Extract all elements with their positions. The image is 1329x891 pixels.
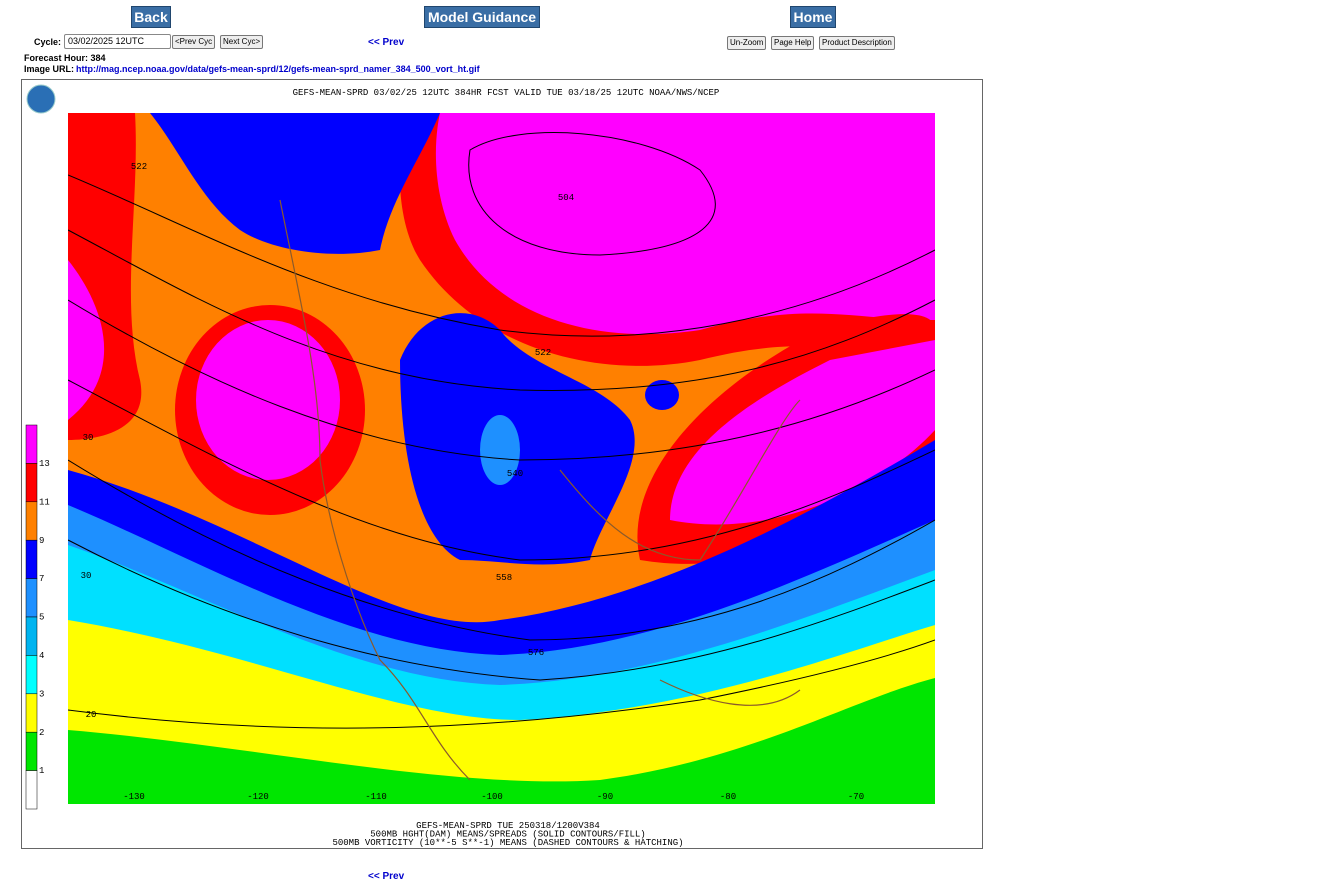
contour-label: 540 — [507, 469, 523, 479]
longitude-label: -100 — [481, 792, 503, 802]
footer-prev-link[interactable]: << Prev — [368, 871, 405, 882]
model-guidance-button[interactable]: Model Guidance — [424, 6, 540, 28]
map-caption: GEFS-MEAN-SPRD TUE 250318/1200V384 — [416, 821, 600, 831]
noaa-logo — [26, 84, 56, 114]
colorbar-label: 11 — [39, 497, 50, 507]
unzoom-button[interactable]: Un-Zoom — [727, 36, 767, 50]
colorbar-segment — [25, 770, 38, 810]
image-url-label: Image URL: — [24, 64, 75, 74]
contour-label: 576 — [528, 648, 544, 658]
colorbar-segment — [25, 616, 38, 656]
page-help-button[interactable]: Page Help — [771, 36, 815, 50]
forecast-hour: Forecast Hour: 384 — [24, 53, 106, 63]
map-caption: 500MB HGHT(DAM) MEANS/SPREADS (SOLID CON… — [370, 830, 645, 840]
cycle-select[interactable]: 03/02/2025 12UTC — [64, 34, 171, 49]
forecast-map: GEFS-MEAN-SPRD 03/02/25 12UTC 384HR FCST… — [21, 79, 983, 849]
back-button[interactable]: Back — [131, 6, 171, 28]
colorbar-label: 5 — [39, 613, 44, 623]
colorbar-label: 2 — [39, 728, 44, 738]
colorbar-segment — [25, 693, 38, 733]
colorbar-segment — [25, 731, 38, 771]
colorbar-label: 4 — [39, 651, 44, 661]
map-caption: 500MB VORTICITY (10**-5 S**-1) MEANS (DA… — [332, 838, 683, 848]
contour-label: 504 — [558, 193, 574, 203]
colorbar-segment — [25, 424, 38, 464]
longitude-label: -120 — [247, 792, 269, 802]
image-url[interactable]: http://mag.ncep.noaa.gov/data/gefs-mean-… — [76, 64, 480, 74]
longitude-label: -90 — [597, 792, 613, 802]
colorbar-label: 1 — [39, 766, 44, 776]
map-title: GEFS-MEAN-SPRD 03/02/25 12UTC 384HR FCST… — [293, 88, 720, 98]
longitude-label: -130 — [123, 792, 145, 802]
colorbar-segment — [25, 578, 38, 618]
home-button[interactable]: Home — [790, 6, 836, 28]
map-fill — [68, 113, 935, 804]
contour-label: 522 — [535, 348, 551, 358]
colorbar-label: 7 — [39, 574, 44, 584]
colorbar-label: 13 — [39, 459, 50, 469]
product-description-button[interactable]: Product Description — [819, 36, 895, 50]
longitude-label: -110 — [365, 792, 387, 802]
longitude-label: -80 — [720, 792, 736, 802]
contour-label: 522 — [131, 162, 147, 172]
contour-label: 30 — [81, 571, 92, 581]
colorbar-segment — [25, 655, 38, 695]
colorbar-segment — [25, 501, 38, 541]
colorbar-label: 3 — [39, 689, 44, 699]
longitude-label: -70 — [848, 792, 864, 802]
cycle-label: Cycle: — [34, 37, 62, 47]
colorbar-label: 9 — [39, 536, 44, 546]
prev-cycle-button[interactable]: <Prev Cyc — [172, 35, 216, 49]
prev-link[interactable]: << Prev — [368, 37, 405, 48]
colorbar-segment — [25, 539, 38, 579]
contour-label: 558 — [496, 573, 512, 583]
next-cycle-button[interactable]: Next Cyc> — [220, 35, 264, 49]
contour-label: 20 — [86, 710, 97, 720]
contour-label: 30 — [83, 433, 94, 443]
colorbar-segment — [25, 463, 38, 503]
